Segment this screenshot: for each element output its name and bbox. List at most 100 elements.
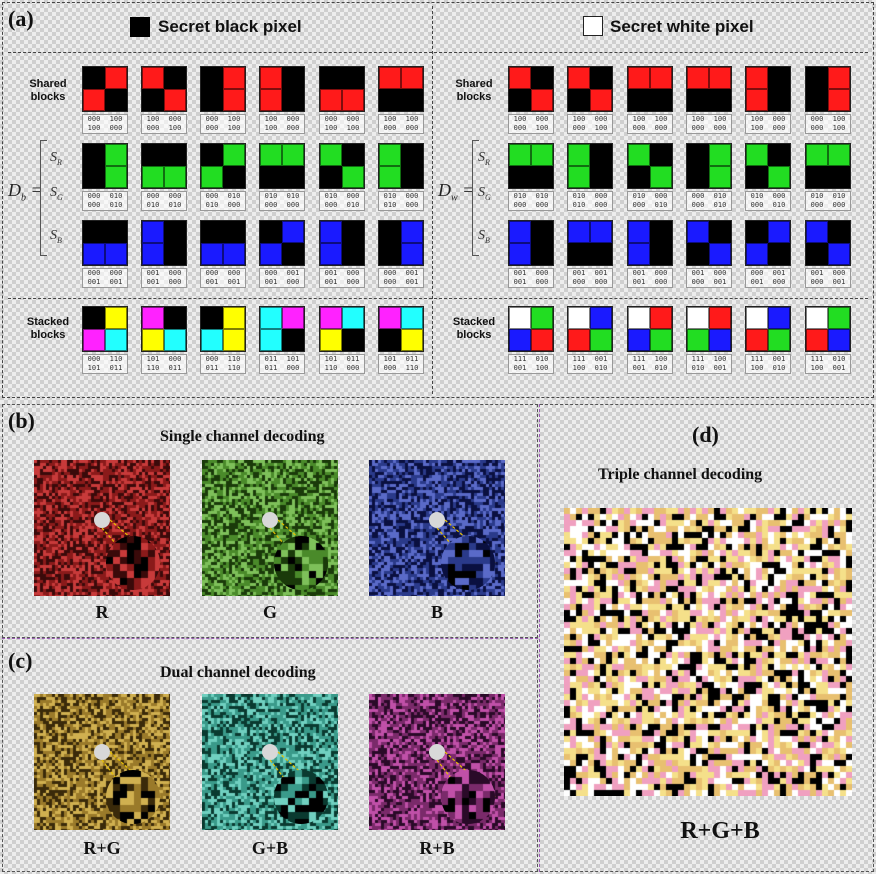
code-value: 100 <box>632 115 646 123</box>
code-value: 100 <box>572 364 586 372</box>
code-value: 001 <box>713 278 727 286</box>
subpixel <box>828 243 850 265</box>
code-label-right-sg-3: 001 000 001 000 <box>627 268 673 288</box>
caption-b: B <box>430 602 443 622</box>
subpixel <box>379 67 401 89</box>
subpixel <box>342 221 364 243</box>
code-label-left-shared-2: 100 000 000 100 <box>141 114 187 134</box>
subpixel <box>320 144 342 166</box>
magnifier-source-icon <box>94 512 110 528</box>
subpixel <box>768 243 790 265</box>
code-value: 000 <box>513 124 527 132</box>
subpixel <box>806 89 828 111</box>
subpixel <box>282 89 304 111</box>
subpixel <box>828 329 850 351</box>
code-value: 111 <box>810 355 824 363</box>
code-value: 000 <box>632 201 646 209</box>
code-label-right-stacked-6: 111 010 100 001 <box>805 354 851 374</box>
magnifier-source-icon <box>262 744 278 760</box>
subpixel <box>687 221 709 243</box>
code-label-left-sg-5: 001 000 001 000 <box>319 268 365 288</box>
code-value: 010 <box>810 192 824 200</box>
subpixel <box>164 67 186 89</box>
subpixel <box>531 329 553 351</box>
share-block-left-sg-1 <box>82 220 128 266</box>
share-block-left-sg-6 <box>378 220 424 266</box>
panel-a <box>2 2 874 398</box>
share-block-right-sg-6 <box>805 220 851 266</box>
code-label-left-shared-3: 000 100 000 100 <box>200 114 246 134</box>
subpixel <box>568 89 590 111</box>
code-value: 110 <box>146 364 160 372</box>
code-label-right-sr-4: 000 010 000 010 <box>686 191 732 211</box>
code-value: 001 <box>632 364 646 372</box>
code-value: 000 <box>832 269 846 277</box>
code-value: 011 <box>346 355 360 363</box>
code-value: 001 <box>594 269 608 277</box>
subpixel <box>105 243 127 265</box>
share-block-left-sg-5 <box>319 220 365 266</box>
subpixel <box>806 67 828 89</box>
share-block-right-sr-4 <box>686 143 732 189</box>
code-value: 000 <box>109 124 123 132</box>
subpixel <box>746 221 768 243</box>
code-value: 001 <box>772 269 786 277</box>
code-label-right-sg-4: 001 000 000 001 <box>686 268 732 288</box>
magnified-inset <box>441 770 495 824</box>
code-value: 001 <box>632 278 646 286</box>
share-block-right-shared-2 <box>567 66 613 112</box>
s-letter: S <box>50 150 57 165</box>
s-subscript: R <box>485 157 490 167</box>
bracket-left <box>40 140 47 256</box>
code-value: 001 <box>264 278 278 286</box>
magnifier-source-icon <box>94 744 110 760</box>
code-value: 010 <box>713 192 727 200</box>
code-value: 001 <box>832 278 846 286</box>
code-value: 000 <box>286 364 300 372</box>
code-value: 000 <box>772 278 786 286</box>
share-block-left-shared-6 <box>378 66 424 112</box>
code-value: 001 <box>405 278 419 286</box>
code-value: 100 <box>832 115 846 123</box>
code-value: 001 <box>772 355 786 363</box>
panel-a-center-divider <box>432 6 433 394</box>
code-value: 100 <box>535 124 549 132</box>
code-value: 000 <box>691 278 705 286</box>
code-value: 010 <box>146 201 160 209</box>
code-value: 000 <box>572 124 586 132</box>
subpixel <box>687 144 709 166</box>
s-letter: S <box>478 228 485 243</box>
subpixel <box>531 89 553 111</box>
subpixel <box>628 329 650 351</box>
code-label-left-sr-5: 010 000 000 010 <box>319 191 365 211</box>
code-value: 001 <box>832 364 846 372</box>
subpixel <box>164 144 186 166</box>
subpixel <box>223 144 245 166</box>
subpixel <box>568 243 590 265</box>
subpixel <box>260 166 282 188</box>
code-label-left-stacked-4: 011 101 011 000 <box>259 354 305 374</box>
subpixel <box>768 67 790 89</box>
code-label-right-sg-6: 001 000 000 001 <box>805 268 851 288</box>
subpixel <box>531 307 553 329</box>
subpixel <box>509 89 531 111</box>
code-value: 010 <box>691 364 705 372</box>
code-value: 000 <box>691 124 705 132</box>
subpixel <box>590 89 612 111</box>
code-value: 000 <box>654 269 668 277</box>
code-label-right-sr-6: 010 010 000 000 <box>805 191 851 211</box>
subpixel <box>142 144 164 166</box>
subpixel <box>568 329 590 351</box>
code-value: 000 <box>691 192 705 200</box>
panel-b-title: Single channel decoding <box>160 428 325 445</box>
code-value: 000 <box>535 115 549 123</box>
code-value: 001 <box>146 269 160 277</box>
code-value: 110 <box>227 364 241 372</box>
code-value: 010 <box>632 192 646 200</box>
code-value: 100 <box>405 115 419 123</box>
subpixel <box>83 243 105 265</box>
subpixel <box>201 329 223 351</box>
code-value: 000 <box>750 269 764 277</box>
subpixel <box>628 221 650 243</box>
code-value: 000 <box>594 115 608 123</box>
